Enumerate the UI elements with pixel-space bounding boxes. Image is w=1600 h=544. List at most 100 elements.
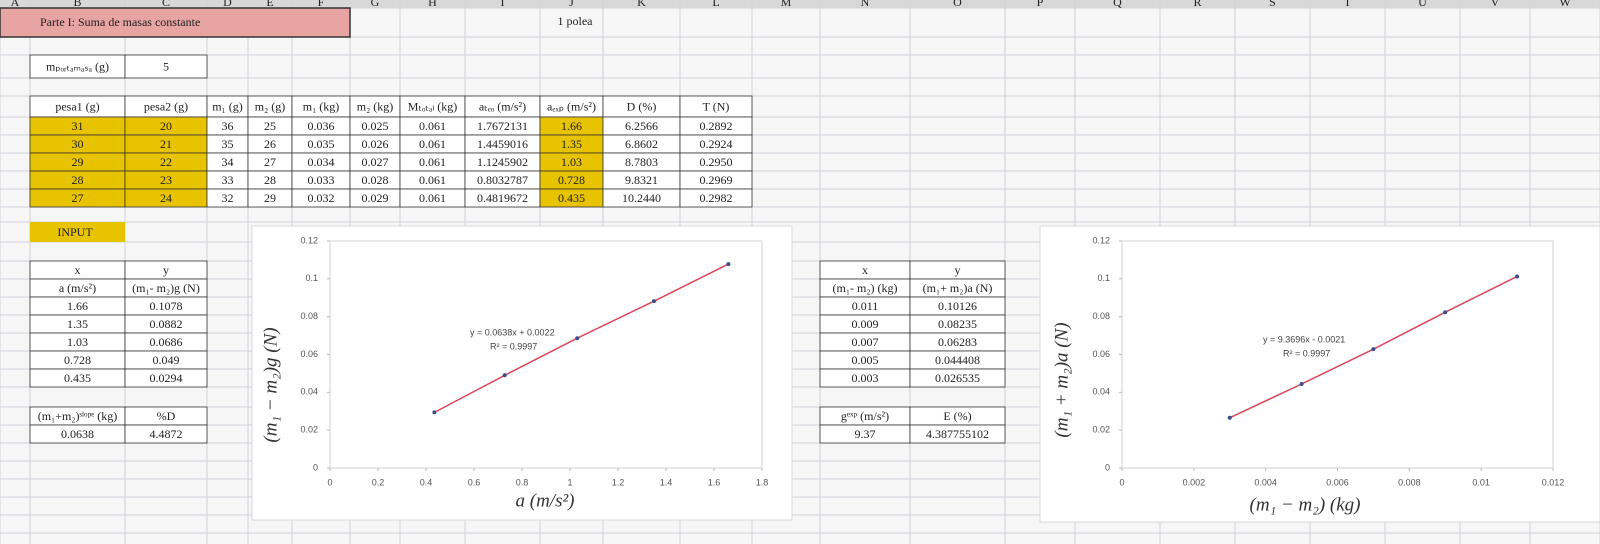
table-cell: 34 <box>222 155 234 169</box>
mass-value: 5 <box>163 59 169 73</box>
g_table-cell-cell <box>909 424 1006 444</box>
table-cell: 0.2969 <box>700 173 733 187</box>
data-point <box>1227 415 1232 420</box>
chart-area <box>1039 225 1600 523</box>
mass-label: mₚₒᵣₜₐₘₐₛₐ (g) <box>46 59 109 73</box>
table-header: pesa2 (g) <box>144 99 188 113</box>
table-cell: 1.7672131 <box>477 119 528 133</box>
x-tick-label: 0 <box>1119 477 1124 487</box>
data-point <box>432 410 437 415</box>
slope_table-cell-cell <box>124 424 208 444</box>
output_table-cell: 0.10126 <box>938 299 977 313</box>
table-cell: 0.025 <box>362 119 389 133</box>
y-tick-label: 0.1 <box>305 273 318 283</box>
table-cell: 1.4459016 <box>477 137 528 151</box>
table-cell: 0.033 <box>308 173 335 187</box>
table-header: aₜₑₒ (m/s²) <box>479 99 526 113</box>
table-cell: 33 <box>222 173 234 187</box>
input_table-header: y <box>163 263 169 277</box>
data-point <box>575 336 580 341</box>
output_table-cell: 0.005 <box>852 353 879 367</box>
subtitle: 1 polea <box>558 14 594 28</box>
column-header: P <box>1037 0 1044 9</box>
column-header: A <box>11 0 20 9</box>
table-cell: 28 <box>72 173 84 187</box>
x-tick-label: 0.004 <box>1254 477 1277 487</box>
g_table-cell: 4.387755102 <box>926 427 989 441</box>
column-header: G <box>371 0 380 9</box>
input_table-cell: 0.049 <box>153 353 180 367</box>
data-point <box>1371 347 1376 352</box>
y-tick-label: 0.08 <box>300 311 318 321</box>
table-cell: 0.8032787 <box>477 173 528 187</box>
output_table-cell: 0.06283 <box>938 335 977 349</box>
input_table-cell: 1.35 <box>67 317 88 331</box>
input_table-header: x <box>75 263 81 277</box>
input_table-cell: 0.0294 <box>150 371 183 385</box>
output_table-cell: 0.044408 <box>935 353 980 367</box>
table-cell: 0.2950 <box>700 155 733 169</box>
title-box <box>0 7 351 38</box>
output_table-cell: 0.011 <box>852 299 879 313</box>
table-cell: 6.2566 <box>625 119 658 133</box>
g_table-cell: 9.37 <box>855 427 876 441</box>
column-header: R <box>1193 0 1201 9</box>
table-header: m₁ (g) <box>212 99 243 113</box>
table-cell: 27 <box>72 191 84 205</box>
table-cell: 22 <box>160 155 172 169</box>
table-cell: 1.35 <box>561 137 582 151</box>
output_table-cell-cell <box>909 368 1006 388</box>
table-cell: 0.061 <box>419 137 446 151</box>
table-header: T (N) <box>703 99 730 113</box>
input_table-unit: (m₁- m₂)g (N) <box>132 281 200 295</box>
output_table-header: x <box>862 263 868 277</box>
y-tick-label: 0.12 <box>1092 235 1110 245</box>
table-cell: 21 <box>160 137 172 151</box>
column-header: V <box>1491 0 1500 9</box>
column-header: N <box>861 0 870 9</box>
table-cell: 0.728 <box>558 173 585 187</box>
table-cell: 0.061 <box>419 155 446 169</box>
mass-value-cell <box>124 54 208 79</box>
table-cell: 28 <box>264 173 276 187</box>
table-cell: 25 <box>264 119 276 133</box>
title: Parte I: Suma de masas constante <box>40 15 200 29</box>
x-tick-label: 0 <box>327 477 332 487</box>
column-header: O <box>953 0 962 9</box>
y-tick-label: 0.04 <box>1092 387 1110 397</box>
column-header: J <box>569 0 574 9</box>
data-point <box>1515 274 1520 279</box>
x-tick-label: 0.006 <box>1326 477 1349 487</box>
y-tick-label: 0.06 <box>1092 349 1110 359</box>
output_table-cell: 0.007 <box>852 335 879 349</box>
table-cell: 31 <box>72 119 84 133</box>
input_table-cell-cell <box>124 368 208 388</box>
table-cell: 0.036 <box>308 119 335 133</box>
column-header: F <box>318 0 325 9</box>
y-tick-label: 0.06 <box>300 349 318 359</box>
x-tick-label: 0.012 <box>1542 477 1565 487</box>
column-header: Q <box>1113 0 1122 9</box>
table-cell: 27 <box>264 155 276 169</box>
trend-annotation: R² = 0.9997 <box>1283 348 1330 358</box>
table-cell: 8.7803 <box>625 155 658 169</box>
table-cell: 23 <box>160 173 172 187</box>
table-cell: 26 <box>264 137 276 151</box>
table-cell: 0.435 <box>558 191 585 205</box>
data-point <box>726 262 731 267</box>
x-tick-label: 1.2 <box>612 477 625 487</box>
column-header: T <box>1344 0 1352 9</box>
y-tick-label: 0.04 <box>300 387 318 397</box>
table-cell: 24 <box>160 191 172 205</box>
table-cell: 0.028 <box>362 173 389 187</box>
output_table-header: y <box>955 263 961 277</box>
x-tick-label: 0.8 <box>516 477 529 487</box>
x-tick-label: 1 <box>567 477 572 487</box>
slope_table-header: %D <box>157 409 176 423</box>
output_table-cell: 0.009 <box>852 317 879 331</box>
table-cell: 32 <box>222 191 234 205</box>
trend-annotation: y = 9.3696x - 0.0021 <box>1263 334 1345 344</box>
y-tick-label: 0 <box>1105 462 1110 472</box>
chart-area <box>251 225 793 521</box>
column-header: L <box>712 0 719 9</box>
